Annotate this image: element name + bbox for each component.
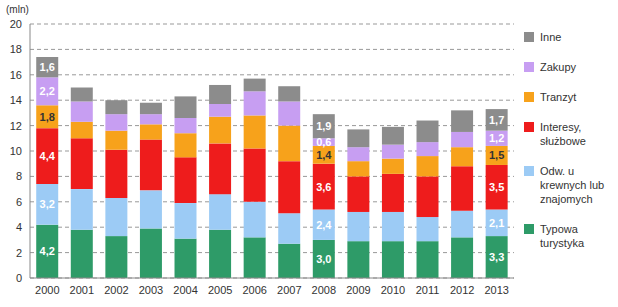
svg-text:3,2: 3,2 — [40, 198, 55, 210]
svg-text:2001: 2001 — [70, 284, 94, 296]
svg-text:6: 6 — [16, 196, 22, 208]
svg-text:2013: 2013 — [484, 284, 508, 296]
svg-text:1,7: 1,7 — [489, 114, 504, 126]
html-text:(mln): (mln) — [6, 4, 29, 15]
svg-text:2005: 2005 — [208, 284, 232, 296]
svg-text:2,1: 2,1 — [489, 217, 504, 229]
svg-text:8: 8 — [16, 170, 22, 182]
svg-text:16: 16 — [10, 69, 22, 81]
svg-text:2012: 2012 — [450, 284, 474, 296]
svg-text:2,2: 2,2 — [40, 85, 55, 97]
svg-text:3,0: 3,0 — [316, 253, 331, 265]
svg-text:2008: 2008 — [312, 284, 336, 296]
svg-text:2000: 2000 — [35, 284, 59, 296]
svg-text:4,2: 4,2 — [40, 245, 55, 257]
svg-text:1,6: 1,6 — [40, 61, 55, 73]
svg-text:1,5: 1,5 — [489, 149, 504, 161]
svg-text:18: 18 — [10, 43, 22, 55]
svg-text:3,5: 3,5 — [489, 181, 504, 193]
svg-text:2004: 2004 — [173, 284, 197, 296]
svg-text:2009: 2009 — [346, 284, 370, 296]
svg-text:1,9: 1,9 — [316, 120, 331, 132]
svg-text:2003: 2003 — [139, 284, 163, 296]
html-text:Typowa turystyka: Typowa turystyka — [540, 223, 584, 249]
svg-text:0,6: 0,6 — [316, 136, 331, 148]
svg-text:1,2: 1,2 — [489, 132, 504, 144]
svg-text:10: 10 — [10, 145, 22, 157]
svg-text:2,4: 2,4 — [316, 219, 332, 231]
html-text:Interesy, służbowe: Interesy, służbowe — [540, 121, 586, 147]
svg-text:1,8: 1,8 — [40, 111, 55, 123]
svg-text:2006: 2006 — [242, 284, 266, 296]
svg-text:2002: 2002 — [104, 284, 128, 296]
html-text:Odw. u krewnych lub znajomych: Odw. u krewnych lub znajomych — [540, 165, 605, 205]
svg-text:12: 12 — [10, 120, 22, 132]
svg-text:3,6: 3,6 — [316, 181, 331, 193]
svg-text:4: 4 — [16, 221, 22, 233]
svg-text:2007: 2007 — [277, 284, 301, 296]
html-text:Tranzyt: Tranzyt — [540, 91, 577, 103]
svg-text:1,4: 1,4 — [316, 149, 332, 161]
svg-text:20: 20 — [10, 18, 22, 30]
svg-text:2: 2 — [16, 247, 22, 259]
svg-text:0: 0 — [16, 272, 22, 284]
svg-text:2011: 2011 — [416, 284, 440, 296]
html-text:Zakupy: Zakupy — [540, 61, 577, 73]
svg-text:14: 14 — [10, 94, 22, 106]
html-text:Inne: Inne — [540, 31, 562, 43]
svg-text:4,4: 4,4 — [40, 150, 56, 162]
svg-text:3,3: 3,3 — [489, 251, 504, 263]
svg-text:2010: 2010 — [381, 284, 405, 296]
